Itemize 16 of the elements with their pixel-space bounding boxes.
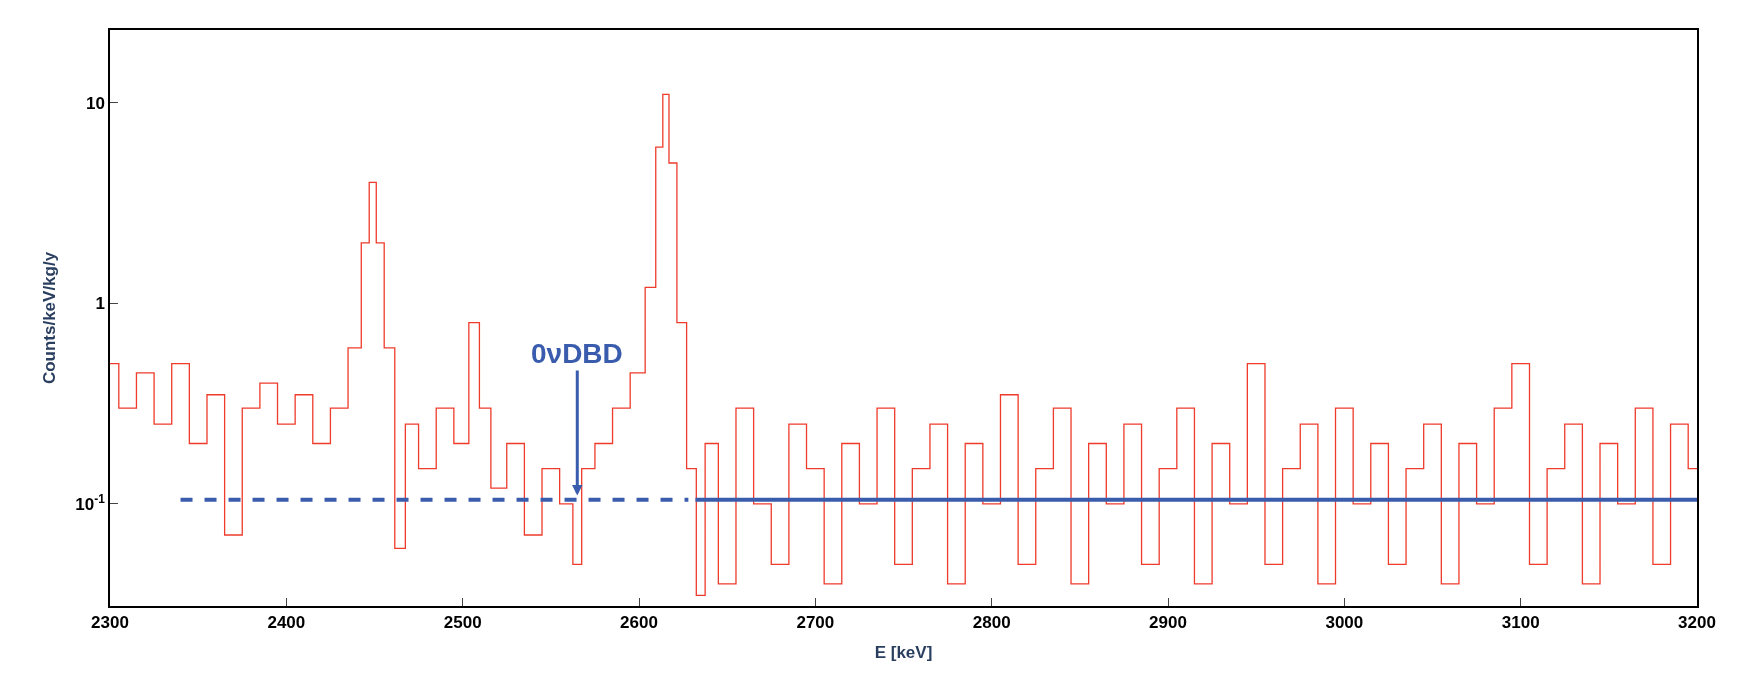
x-axis-title: E [keV] <box>874 643 933 663</box>
x-tick-label: 2400 <box>267 613 306 633</box>
x-tick-label: 3100 <box>1501 613 1540 633</box>
x-tick-label: 2300 <box>91 613 129 633</box>
y-tick-label: 1 <box>95 294 105 314</box>
y-axis-title: Counts/keV/kg/y <box>40 251 60 385</box>
x-tick-label: 3000 <box>1325 613 1364 633</box>
x-tick-label: 2600 <box>620 613 658 633</box>
x-tick-label: 2900 <box>1149 613 1187 633</box>
y-tick-label: 10 <box>85 93 105 113</box>
annotation: 0νDBD <box>531 338 623 369</box>
y-tick-label: 10$^{-1}$ <box>75 491 106 514</box>
x-tick-label: 2700 <box>796 613 835 633</box>
x-tick-label: 2800 <box>972 613 1011 633</box>
x-tick-label: 2500 <box>443 613 482 633</box>
x-tick-label: 3200 <box>1678 613 1716 633</box>
